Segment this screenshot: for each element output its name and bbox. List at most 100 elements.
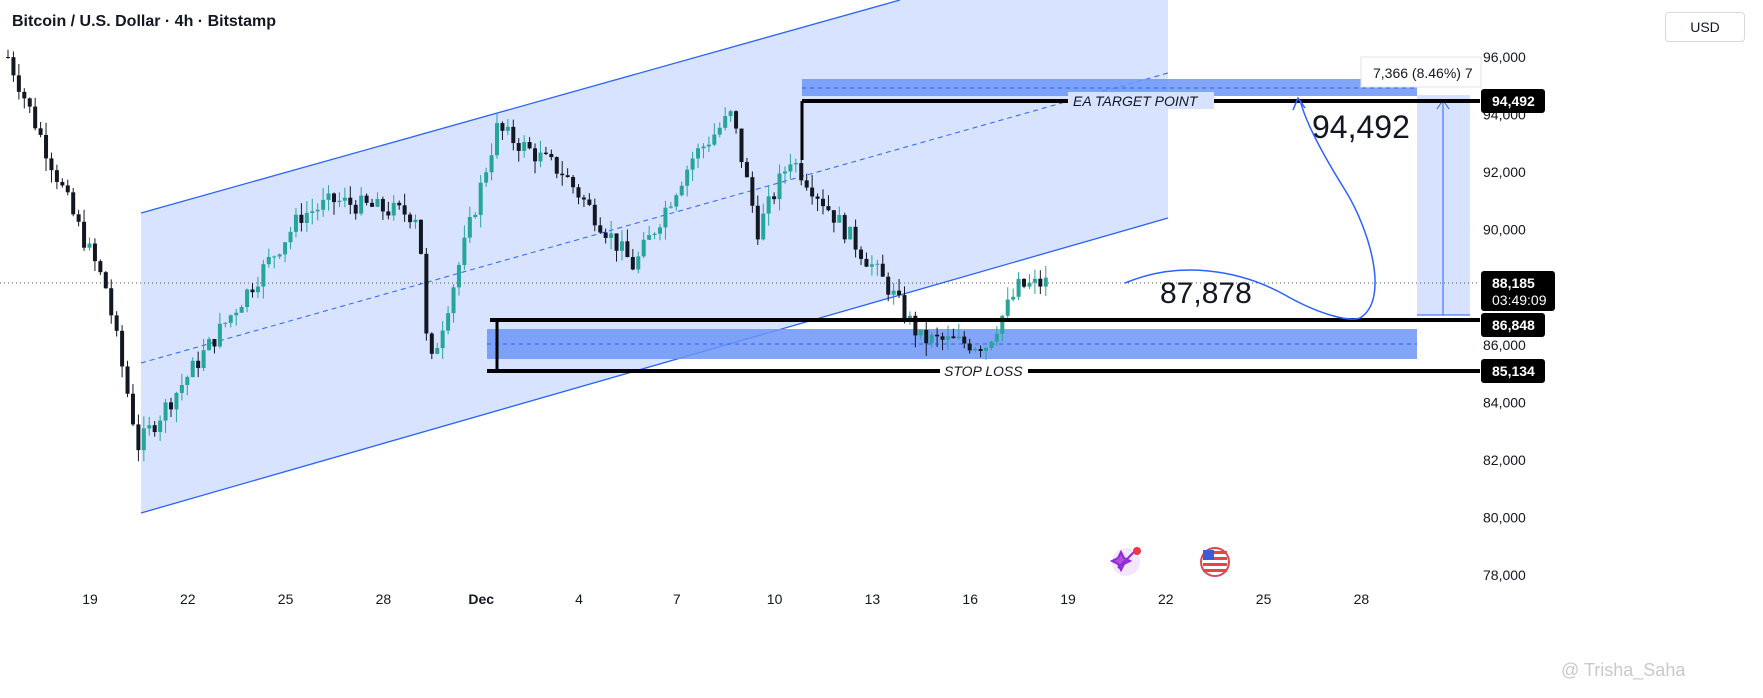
candle-up[interactable] — [652, 233, 657, 236]
candle-down[interactable] — [826, 206, 831, 211]
candle-up[interactable] — [1000, 315, 1005, 334]
candle-up[interactable] — [337, 200, 342, 203]
candle-down[interactable] — [967, 343, 972, 351]
candle-down[interactable] — [370, 202, 375, 207]
candle-down[interactable] — [571, 177, 576, 188]
candle-up[interactable] — [761, 213, 766, 240]
candle-up[interactable] — [158, 420, 163, 433]
candle-up[interactable] — [690, 158, 695, 170]
candle-down[interactable] — [897, 290, 902, 296]
candle-up[interactable] — [1027, 282, 1032, 287]
candle-up[interactable] — [956, 336, 961, 339]
candle-up[interactable] — [245, 289, 250, 308]
candle-up[interactable] — [641, 239, 646, 257]
candle-up[interactable] — [185, 377, 190, 385]
candlestick-series[interactable] — [6, 49, 1048, 462]
candle-down[interactable] — [212, 339, 217, 347]
candle-down[interactable] — [76, 214, 81, 222]
candle-up[interactable] — [321, 199, 326, 210]
candle-down[interactable] — [772, 196, 777, 200]
candle-up[interactable] — [1011, 296, 1016, 300]
candle-down[interactable] — [27, 98, 32, 107]
candle-down[interactable] — [44, 134, 49, 159]
us-flag-event-icon[interactable] — [1200, 547, 1230, 577]
candle-down[interactable] — [92, 243, 97, 262]
candle-up[interactable] — [945, 336, 950, 340]
candle-down[interactable] — [853, 226, 858, 250]
candle-up[interactable] — [1005, 299, 1010, 316]
candle-up[interactable] — [994, 333, 999, 342]
candle-down[interactable] — [424, 253, 429, 334]
sparkle-event-icon[interactable] — [1109, 547, 1141, 576]
candle-up[interactable] — [277, 254, 282, 257]
candle-down[interactable] — [581, 197, 586, 200]
candle-up[interactable] — [310, 211, 315, 213]
candle-down[interactable] — [103, 272, 108, 289]
candle-down[interactable] — [821, 198, 825, 207]
candle-up[interactable] — [261, 264, 266, 287]
candle-up[interactable] — [304, 212, 309, 223]
candle-down[interactable] — [38, 128, 43, 135]
candle-up[interactable] — [973, 349, 978, 351]
candle-up[interactable] — [326, 193, 331, 200]
candle-up[interactable] — [174, 392, 179, 410]
candle-down[interactable] — [549, 153, 554, 158]
candle-down[interactable] — [6, 57, 10, 58]
candle-up[interactable] — [272, 256, 277, 258]
candle-up[interactable] — [462, 237, 467, 265]
candle-up[interactable] — [875, 263, 880, 265]
candle-down[interactable] — [408, 214, 413, 223]
candle-down[interactable] — [913, 315, 918, 336]
candle-up[interactable] — [141, 428, 146, 451]
channel-upper-line[interactable] — [140, 0, 901, 214]
candle-up[interactable] — [619, 241, 624, 251]
candle-up[interactable] — [766, 196, 771, 214]
candle-up[interactable] — [788, 164, 793, 172]
candle-down[interactable] — [962, 336, 967, 344]
candle-up[interactable] — [674, 195, 679, 207]
candle-up[interactable] — [679, 185, 684, 196]
candle-up[interactable] — [837, 215, 842, 223]
candle-up[interactable] — [359, 195, 364, 214]
candle-up[interactable] — [609, 233, 614, 238]
candle-down[interactable] — [560, 173, 565, 176]
candle-down[interactable] — [750, 177, 755, 206]
candle-up[interactable] — [446, 313, 451, 331]
candle-down[interactable] — [386, 211, 391, 216]
candle-up[interactable] — [685, 169, 690, 186]
candle-down[interactable] — [940, 336, 945, 340]
candle-up[interactable] — [266, 256, 271, 265]
candle-up[interactable] — [315, 209, 320, 212]
candle-up[interactable] — [668, 206, 673, 208]
candle-down[interactable] — [125, 366, 130, 394]
candle-down[interactable] — [196, 360, 201, 369]
candle-down[interactable] — [842, 215, 847, 240]
candle-down[interactable] — [543, 152, 548, 154]
currency-button[interactable]: USD — [1665, 12, 1745, 42]
candle-down[interactable] — [120, 330, 125, 367]
candle-down[interactable] — [924, 329, 929, 344]
candle-down[interactable] — [1038, 278, 1043, 287]
candle-down[interactable] — [810, 187, 815, 197]
candle-down[interactable] — [169, 402, 173, 410]
candle-up[interactable] — [467, 217, 472, 238]
candle-down[interactable] — [598, 225, 603, 233]
candle-up[interactable] — [293, 214, 298, 232]
candle-up[interactable] — [147, 425, 152, 429]
candle-down[interactable] — [136, 424, 141, 451]
candle-down[interactable] — [859, 249, 864, 259]
candle-up[interactable] — [696, 148, 701, 159]
candle-down[interactable] — [831, 210, 836, 223]
candle-up[interactable] — [413, 219, 418, 223]
candle-down[interactable] — [33, 106, 38, 129]
candle-up[interactable] — [223, 322, 228, 324]
candle-down[interactable] — [250, 289, 255, 293]
candle-up[interactable] — [288, 231, 293, 243]
candle-down[interactable] — [630, 257, 635, 270]
candle-down[interactable] — [114, 315, 119, 331]
candle-down[interactable] — [418, 219, 423, 254]
candle-up[interactable] — [201, 350, 206, 369]
candle-up[interactable] — [717, 127, 722, 135]
candle-down[interactable] — [533, 148, 538, 162]
